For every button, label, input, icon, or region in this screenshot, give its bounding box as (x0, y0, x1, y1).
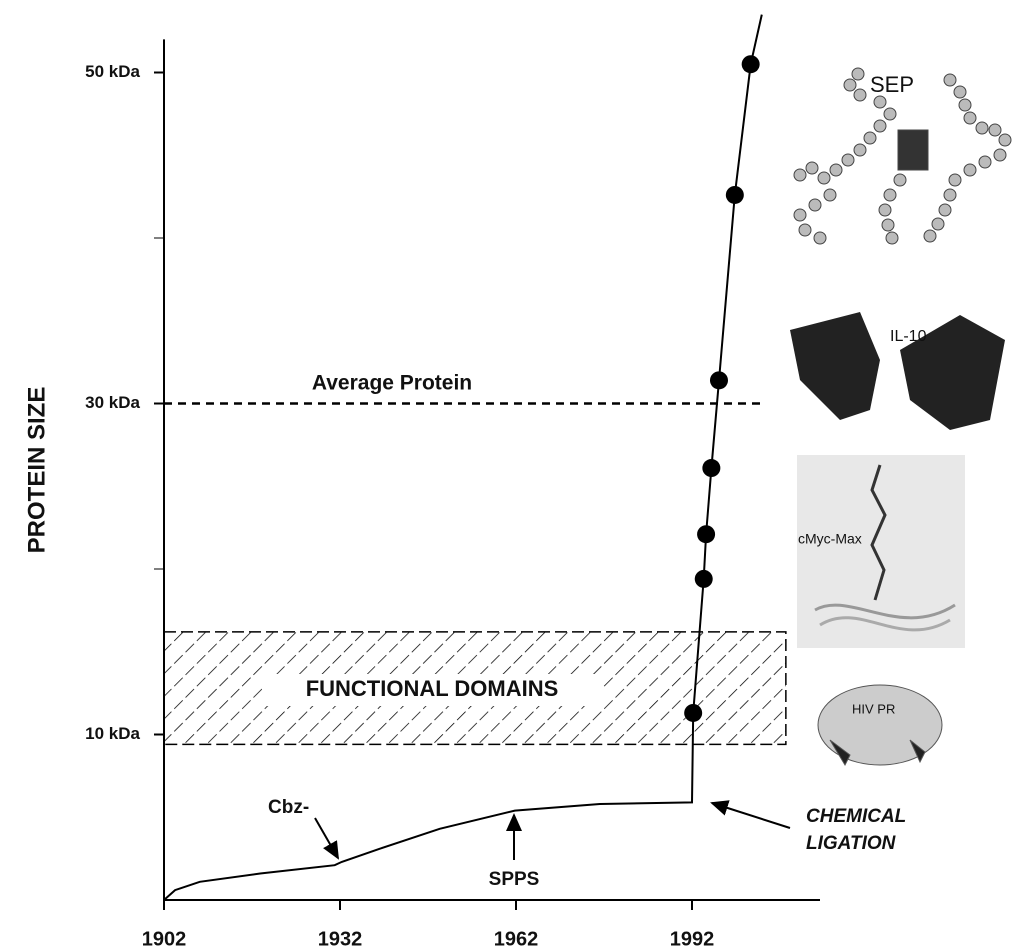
data-point (702, 459, 720, 477)
y-axis-label: PROTEIN SIZE (23, 387, 50, 554)
ligation-label: CHEMICAL (806, 806, 906, 827)
x-tick-label: 1902 (142, 928, 187, 950)
data-point (742, 55, 760, 73)
spps-label: SPPS (489, 869, 540, 890)
band-label: FUNCTIONAL DOMAINS (306, 676, 559, 701)
y-tick-label: 50 kDa (85, 62, 140, 81)
plot-area (164, 15, 786, 900)
x-tick-label: 1932 (318, 928, 363, 950)
arrow (712, 803, 790, 828)
y-tick-label: 10 kDa (85, 724, 140, 743)
data-point (695, 570, 713, 588)
hiv-pr-structure (818, 685, 942, 765)
data-point (684, 704, 702, 722)
cbz-label: Cbz- (268, 797, 309, 818)
structure-label: cMyc-Max (798, 531, 862, 547)
x-tick-label: 1992 (670, 928, 715, 950)
ligation-label: LIGATION (806, 833, 897, 854)
y-tick-label: 30 kDa (85, 393, 140, 412)
data-point (710, 371, 728, 389)
growth-curve (164, 15, 762, 900)
data-point (726, 186, 744, 204)
cmyc-background (797, 455, 965, 648)
average-protein-label: Average Protein (312, 372, 472, 395)
structure-label: SEP (870, 72, 914, 97)
structure-label: HIV PR (852, 701, 895, 716)
arrow (315, 818, 338, 858)
data-point (697, 525, 715, 543)
chart: PROTEIN SIZE FUNCTIONAL DOMAINS Average P… (0, 0, 1018, 952)
structure-images (790, 68, 1011, 765)
structure-label: IL-10 (890, 328, 927, 345)
x-tick-label: 1962 (494, 928, 539, 950)
